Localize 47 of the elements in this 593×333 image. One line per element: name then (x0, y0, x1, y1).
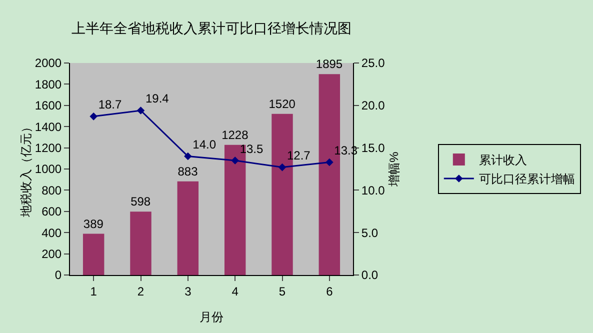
data-label: 883 (178, 164, 198, 178)
y-axis-title: 地税收入（亿元） (18, 121, 33, 218)
point (326, 158, 334, 166)
y-tick-label: 1000 (34, 162, 62, 176)
y-tick-label: 600 (42, 204, 62, 219)
y2-tick-label: 15.0 (361, 141, 386, 155)
y-tick-label: 1800 (34, 77, 62, 92)
data-label: 14.0 (192, 138, 216, 152)
bar (82, 234, 104, 275)
x-tick-label: 5 (278, 284, 286, 298)
point (231, 156, 239, 164)
x-tick-label: 1 (90, 284, 98, 298)
data-label: 19.4 (146, 92, 170, 106)
y-tick-label: 1200 (34, 141, 62, 155)
y2-tick-label: 5.0 (361, 226, 378, 240)
x-tick-label: 4 (232, 284, 239, 298)
legend-label: 累计收入 (478, 153, 527, 168)
data-label: 1520 (268, 96, 296, 111)
y2-axis-title: 增幅% (387, 151, 402, 188)
x-tick-label: 2 (137, 284, 144, 298)
x-tick-label: 3 (184, 284, 192, 298)
y-tick-label: 800 (42, 183, 62, 198)
point (184, 152, 192, 160)
x-axis-title: 月份 (200, 310, 224, 324)
bar (130, 212, 152, 275)
point (136, 106, 145, 114)
y-tick-label: 400 (42, 226, 62, 240)
data-label: 18.7 (98, 98, 122, 112)
y-tick-label: 1600 (34, 98, 62, 113)
y2-tick-label: 25.0 (361, 56, 386, 70)
bar (177, 181, 199, 275)
x-tick-label: 6 (326, 284, 334, 298)
legend-label: 可比口径累计增幅 (478, 172, 575, 186)
data-label: 389 (83, 216, 104, 231)
point (278, 163, 286, 172)
point (90, 112, 98, 120)
y-tick-label: 2000 (34, 56, 62, 70)
data-label: 598 (130, 194, 151, 209)
data-label: 1895 (316, 57, 343, 72)
y-tick-label: 0 (54, 268, 62, 282)
data-label: 1228 (222, 128, 249, 142)
y-tick-label: 200 (42, 247, 62, 261)
y2-tick-label: 20.0 (361, 98, 386, 113)
y2-tick-label: 10.0 (361, 183, 386, 198)
y2-tick-label: 0.0 (361, 268, 378, 282)
chart-title: 上半年全省地税收入累计可比口径增长情况图 (72, 20, 352, 36)
y-tick-label: 1400 (34, 120, 62, 134)
